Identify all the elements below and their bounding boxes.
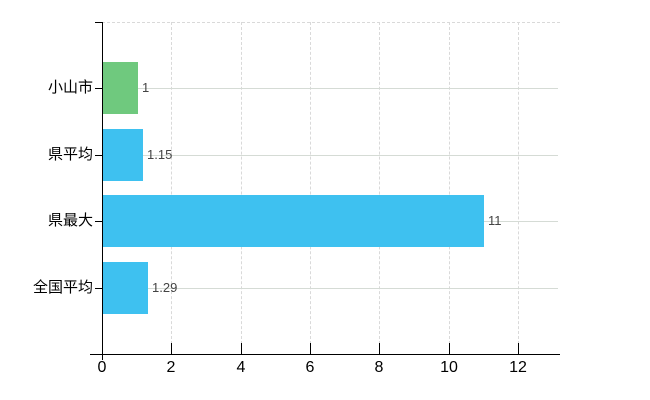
bar-value-label: 1.29 [152, 280, 178, 295]
vertical-gridline [449, 22, 450, 354]
bar-value-label: 1.15 [147, 147, 173, 162]
chart-bar [103, 129, 143, 181]
y-axis-tick [95, 88, 102, 89]
chart-bar [103, 62, 138, 114]
vertical-gridline [379, 22, 380, 354]
vertical-gridline [171, 22, 172, 354]
vertical-gridline [241, 22, 242, 354]
x-tick-label: 0 [97, 359, 107, 376]
y-axis-tick [95, 288, 102, 289]
y-axis-line [102, 22, 103, 360]
bar-value-label: 11 [488, 213, 502, 228]
x-axis-tick [241, 343, 242, 354]
x-axis-tick [518, 343, 519, 354]
x-axis-tick [310, 343, 311, 354]
x-tick-label: 4 [236, 359, 246, 376]
x-tick-label: 8 [374, 359, 384, 376]
x-axis-line [90, 354, 560, 355]
bar-value-label: 1 [142, 80, 150, 95]
category-label: 県最大 [47, 212, 93, 229]
chart-bar [103, 195, 484, 247]
horizontal-gridline [102, 287, 558, 289]
y-axis-tick [95, 155, 102, 156]
horizontal-gridline [102, 154, 558, 156]
chart-bar [103, 262, 148, 314]
x-tick-label: 12 [509, 359, 527, 376]
horizontal-gridline [102, 88, 558, 89]
x-axis-tick [449, 343, 450, 354]
x-axis-tick [379, 343, 380, 354]
x-tick-label: 2 [166, 359, 176, 376]
category-label: 全国平均 [32, 279, 93, 296]
vertical-gridline [310, 22, 311, 354]
y-axis-tick [95, 221, 102, 222]
y-axis-tick [95, 22, 102, 23]
plot-top-gridline [102, 22, 560, 23]
x-axis-tick [102, 343, 103, 354]
category-label: 県平均 [47, 146, 93, 163]
vertical-gridline [518, 22, 519, 354]
x-axis-tick [171, 343, 172, 354]
category-label: 小山市 [47, 79, 93, 96]
x-tick-label: 6 [305, 359, 315, 376]
x-tick-label: 10 [440, 359, 458, 376]
